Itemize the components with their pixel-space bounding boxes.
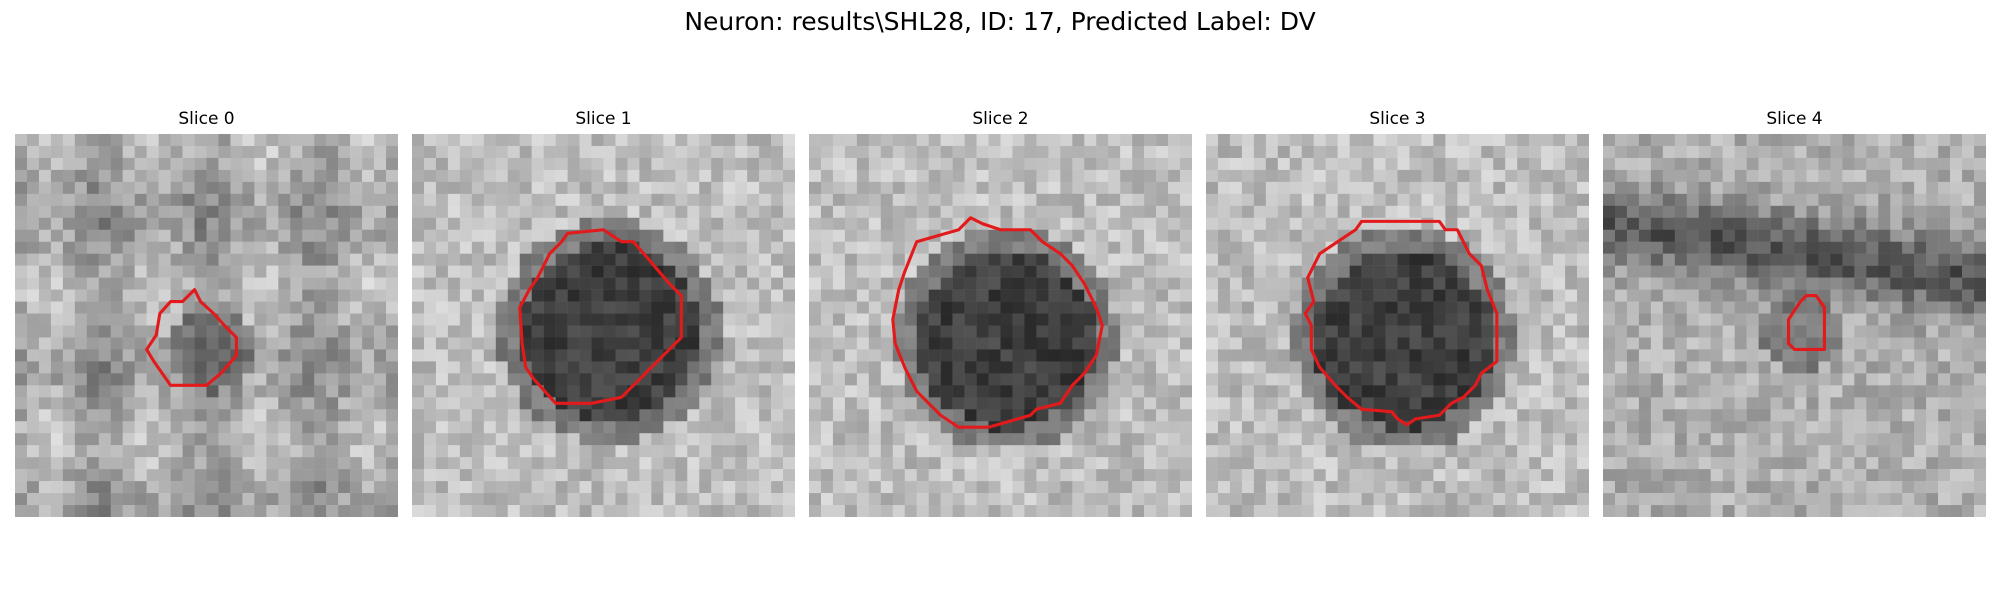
slice-4-panel <box>1603 134 1986 517</box>
slice-4-contour <box>1786 294 1826 351</box>
slice-4-title: Slice 4 <box>1766 109 1823 129</box>
slice-1-contour <box>518 228 683 405</box>
figure-title: Neuron: results\SHL28, ID: 17, Predicted… <box>684 7 1316 36</box>
slice-2-panel <box>809 134 1192 517</box>
slice-0-panel <box>15 134 398 517</box>
slice-2-pixels <box>809 134 1192 517</box>
slice-0-title: Slice 0 <box>178 109 235 129</box>
slice-3-title: Slice 3 <box>1369 109 1426 129</box>
slice-3-contour <box>1303 219 1499 427</box>
slice-0-contour <box>145 288 238 387</box>
slice-4-image <box>1603 134 1986 517</box>
slice-1-pixels <box>412 134 795 517</box>
slice-0-pixels <box>15 134 398 517</box>
slice-3-pixels <box>1206 134 1589 517</box>
slice-2-contour <box>891 216 1104 429</box>
slice-1-title: Slice 1 <box>575 109 632 129</box>
slice-4-pixels <box>1603 134 1986 517</box>
slice-2-image <box>809 134 1192 517</box>
slice-0-image <box>15 134 398 517</box>
slice-3-panel <box>1206 134 1589 517</box>
slice-1-image <box>412 134 795 517</box>
slice-2-title: Slice 2 <box>972 109 1029 129</box>
slice-1-panel <box>412 134 795 517</box>
slice-3-image <box>1206 134 1589 517</box>
